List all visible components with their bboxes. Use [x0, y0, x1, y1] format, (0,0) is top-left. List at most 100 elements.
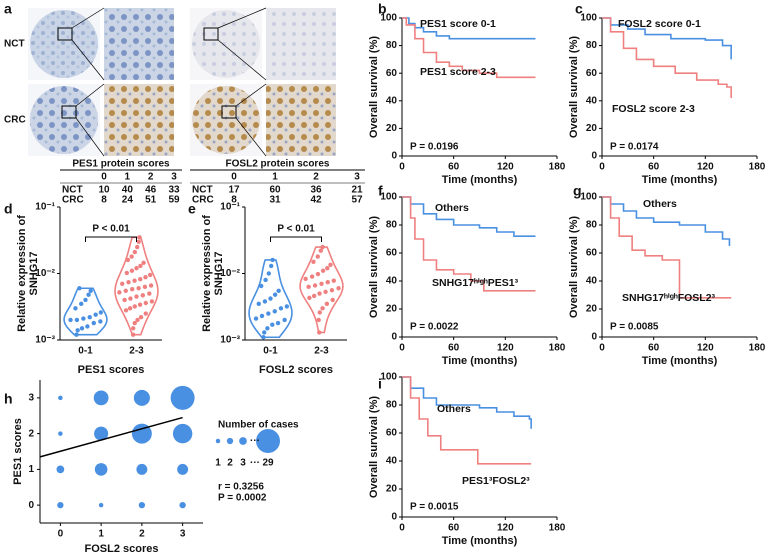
y-axis-label: PES1 scores	[12, 418, 24, 485]
ihc-core	[30, 10, 98, 78]
legend-bubble	[239, 437, 247, 445]
series-label: PES1 score 0-1	[420, 18, 496, 30]
table-header: 1	[272, 172, 278, 183]
data-point	[284, 304, 290, 309]
x-tick-label: 60	[448, 343, 460, 354]
x-tick-label: 120	[697, 162, 714, 173]
data-point	[272, 309, 277, 314]
x-tick-label: 0	[399, 162, 405, 173]
table-row-label: CRC	[62, 195, 84, 206]
table-header: 0	[231, 172, 237, 183]
data-point	[330, 297, 335, 303]
fit-line	[39, 416, 183, 458]
data-point	[88, 288, 93, 293]
ihc-images	[28, 7, 336, 157]
y-tick-label: 60	[386, 248, 398, 259]
data-point	[126, 279, 131, 285]
x-tick-label: 0-1	[263, 346, 278, 357]
panel-label: g	[573, 183, 582, 199]
zoom-line	[75, 83, 105, 107]
y-axis-label: SNHG17	[28, 251, 40, 295]
data-point	[138, 277, 143, 282]
legend-label: 2	[227, 458, 233, 469]
y-tick-label: 60	[386, 68, 398, 79]
x-tick-label: 0-1	[78, 346, 93, 357]
data-point	[140, 293, 146, 298]
data-point	[320, 306, 325, 311]
legend-bubble	[256, 429, 280, 453]
row-label: NCT	[4, 39, 25, 50]
data-point	[136, 286, 141, 291]
table-header: 3	[171, 172, 177, 183]
zoom-line	[71, 39, 105, 81]
zoom-line	[75, 117, 105, 157]
data-point	[266, 311, 271, 316]
x-axis-label: Time (months)	[442, 535, 518, 547]
table-header: 3	[354, 172, 360, 183]
data-point	[73, 306, 78, 311]
data-point	[124, 270, 130, 276]
y-tick-label: 20	[386, 304, 398, 315]
data-point	[270, 257, 275, 263]
x-tick-label: 0	[399, 523, 405, 534]
y-tick-label: 40	[586, 95, 598, 106]
y-tick-label: 100	[580, 192, 597, 203]
table-cell: 24	[122, 195, 134, 206]
y-tick-label: 10⁻²	[35, 268, 55, 279]
data-point	[79, 301, 84, 307]
data-point	[317, 330, 322, 335]
y-axis-label: Overall survival (%)	[368, 36, 380, 138]
bubble	[93, 390, 109, 406]
y-tick-label: 60	[386, 428, 398, 439]
survival-curve	[402, 17, 536, 40]
table-cell: 31	[269, 195, 281, 206]
y-tick-label: 80	[586, 220, 598, 231]
bubble	[94, 463, 108, 476]
ihc-zoom	[266, 84, 336, 156]
x-axis-label: FOSL2 scores	[259, 364, 333, 376]
survival-curve	[602, 196, 731, 246]
data-point	[127, 306, 133, 311]
data-point	[320, 268, 326, 273]
y-axis-label: Relative expression of	[16, 215, 28, 332]
data-point	[319, 281, 324, 287]
table-cell: 21	[351, 185, 363, 196]
series-label: Others	[435, 202, 469, 214]
x-tick-label: 180	[549, 343, 566, 354]
data-point	[74, 317, 80, 323]
zoom-box	[61, 105, 77, 119]
zoom-line	[217, 39, 267, 81]
x-tick-label: 180	[549, 162, 566, 173]
y-tick-label: 10⁻³	[35, 335, 55, 346]
panel-label: f	[378, 183, 383, 199]
data-point	[307, 295, 312, 301]
x-tick-label: 120	[497, 162, 514, 173]
p-value: P < 0.01	[277, 224, 315, 235]
data-point	[86, 292, 91, 297]
ihc-core	[192, 10, 260, 78]
x-axis-label: Time (months)	[642, 355, 718, 367]
y-tick-label: 40	[386, 456, 398, 467]
data-point	[74, 332, 79, 337]
data-point	[91, 320, 97, 326]
data-point	[125, 257, 131, 263]
data-point	[81, 316, 86, 321]
table-row-label: CRC	[192, 195, 214, 206]
data-point	[263, 277, 268, 283]
table-header: 2	[313, 172, 319, 183]
y-tick-label: 100	[580, 13, 597, 24]
data-point	[311, 293, 317, 299]
y-tick-label: 80	[386, 400, 398, 411]
data-point	[93, 312, 98, 317]
y-tick-label: 80	[386, 40, 398, 51]
data-point	[325, 266, 330, 271]
data-point	[148, 283, 154, 288]
panel-label: a	[4, 1, 12, 17]
data-point	[143, 274, 148, 280]
table-cell: 36	[310, 185, 322, 196]
y-axis-label: SNHG17	[213, 251, 225, 295]
data-point	[312, 283, 318, 288]
data-point	[275, 320, 281, 326]
